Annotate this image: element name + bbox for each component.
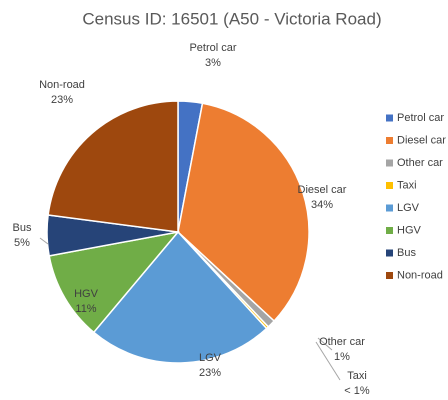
legend-swatch xyxy=(386,137,393,144)
pie-slice xyxy=(177,102,310,323)
legend-swatch xyxy=(386,182,393,189)
leader-line xyxy=(39,237,49,245)
legend-swatch xyxy=(386,272,393,279)
slice-label: Taxi xyxy=(347,370,367,382)
slice-value-label: 34% xyxy=(311,199,333,211)
slice-label: HGV xyxy=(74,288,99,300)
slice-value-label: 23% xyxy=(51,94,73,106)
leader-line xyxy=(315,341,341,381)
legend-label: Petrol car xyxy=(397,112,444,124)
slice-value-label: 3% xyxy=(205,57,221,69)
chart-title: Census ID: 16501 (A50 - Victoria Road) xyxy=(82,9,381,28)
slice-label: Other car xyxy=(319,336,365,348)
legend-label: Other car xyxy=(397,157,443,169)
legend-label: Diesel car xyxy=(397,134,446,146)
slice-value-label: 1% xyxy=(334,351,350,363)
legend-label: LGV xyxy=(397,202,420,214)
slice-label: Non-road xyxy=(39,79,85,91)
pie-slice xyxy=(48,230,180,334)
legend-swatch xyxy=(386,249,393,257)
legend-label: Taxi xyxy=(397,179,417,191)
slice-value-label: 23% xyxy=(199,367,221,379)
slice-label: LGV xyxy=(199,352,222,364)
slice-label: Diesel car xyxy=(298,184,347,196)
slice-value-label: 11% xyxy=(75,303,96,315)
legend-swatch xyxy=(386,114,393,122)
legend-label: Non-road xyxy=(397,269,443,281)
pie-slice xyxy=(92,230,268,364)
slice-label: Petrol car xyxy=(189,42,236,54)
slice-value-label: < 1% xyxy=(344,385,370,397)
legend-label: Bus xyxy=(397,247,416,259)
legend-label: HGV xyxy=(397,224,422,236)
leader-line xyxy=(317,337,333,351)
legend-swatch xyxy=(386,159,393,167)
slice-value-label: 5% xyxy=(14,237,30,249)
legend-swatch xyxy=(386,204,393,212)
pie-slice xyxy=(47,100,179,233)
legend-swatch xyxy=(386,227,393,234)
slice-label: Bus xyxy=(13,222,32,234)
